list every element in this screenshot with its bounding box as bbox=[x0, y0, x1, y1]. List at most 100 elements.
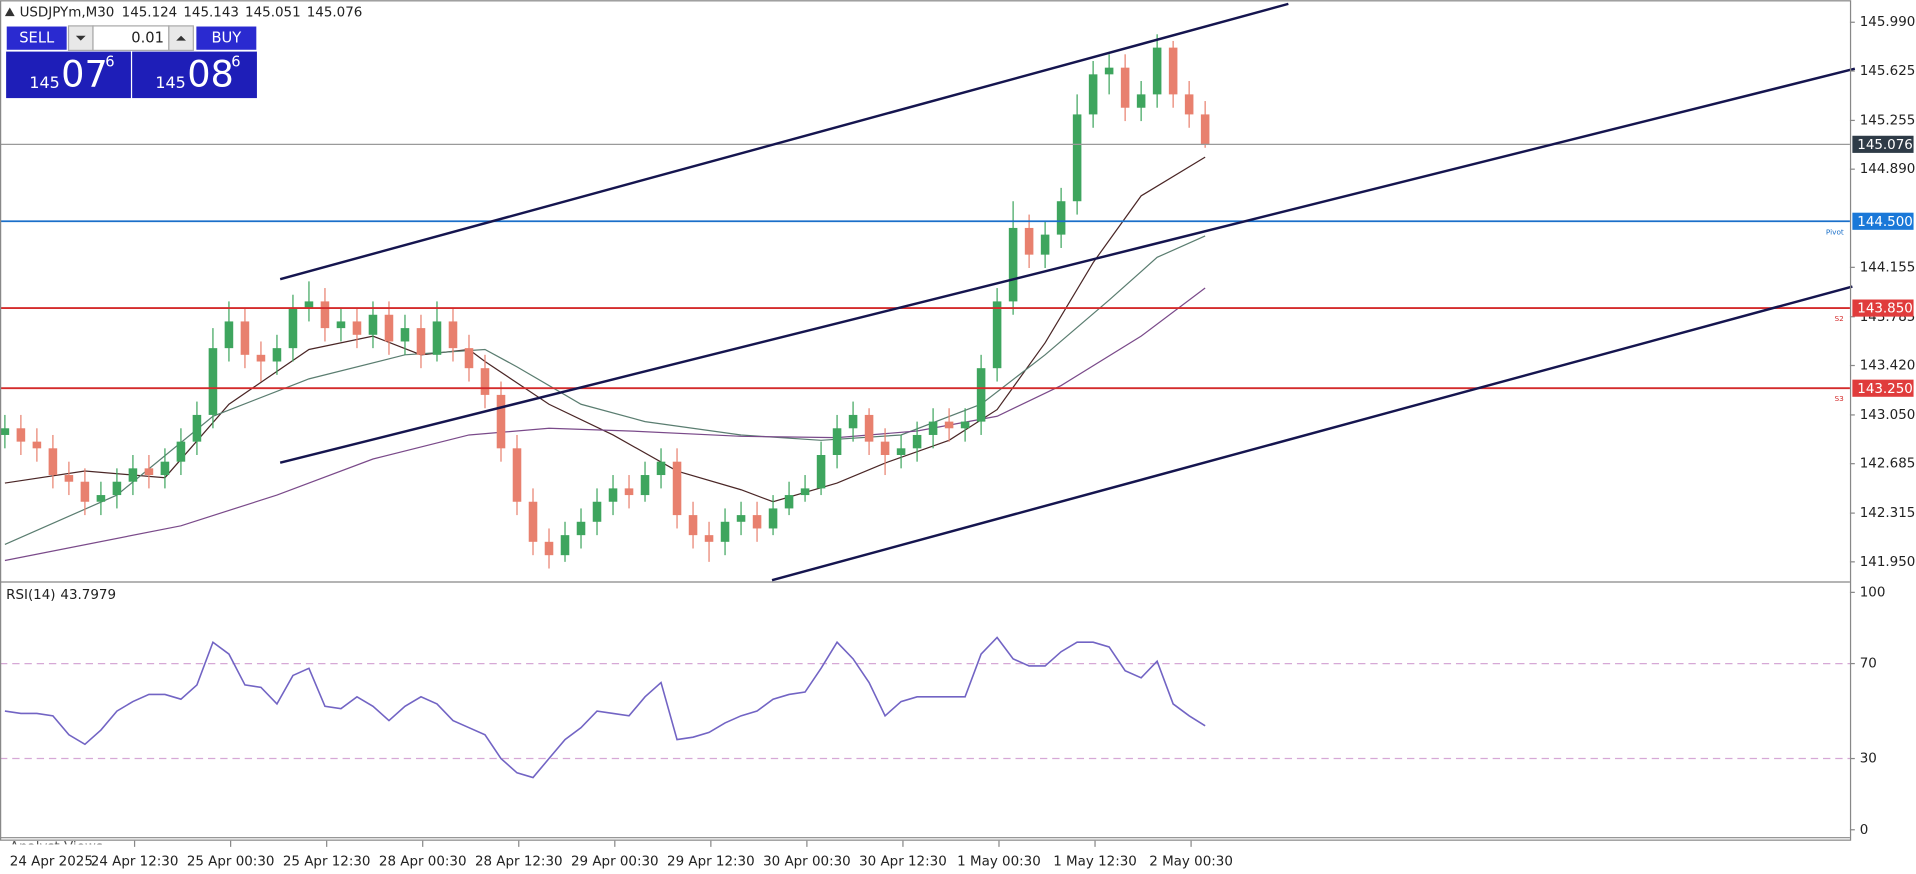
candle-body bbox=[944, 421, 954, 429]
candle-body bbox=[1136, 94, 1146, 108]
candle-body bbox=[416, 328, 426, 355]
candle-body bbox=[512, 448, 522, 502]
candle-body bbox=[80, 481, 90, 502]
x-tick-label: 28 Apr 00:30 bbox=[379, 855, 467, 870]
rsi-tick-label: 70 bbox=[1860, 657, 1877, 672]
candle-body bbox=[368, 314, 378, 335]
buy-button[interactable] bbox=[195, 25, 258, 51]
rsi-tick-label: 100 bbox=[1860, 585, 1886, 600]
rsi-tick-label: 0 bbox=[1860, 823, 1869, 838]
candle-body bbox=[128, 468, 138, 482]
buy-label[interactable]: BUY bbox=[211, 30, 241, 47]
candle-body bbox=[256, 354, 266, 362]
candle-body bbox=[1072, 114, 1082, 202]
y-tick-label: 142.685 bbox=[1860, 457, 1916, 472]
buy-price-box[interactable] bbox=[132, 51, 257, 99]
candle-body bbox=[304, 301, 314, 309]
candle-body bbox=[48, 448, 58, 476]
candle-body bbox=[432, 321, 442, 355]
x-tick-label: 29 Apr 12:30 bbox=[667, 855, 755, 870]
candle-body bbox=[720, 521, 730, 542]
price-level-box bbox=[1852, 135, 1914, 153]
axis-layer: 145.990145.625145.255144.890144.155143.7… bbox=[10, 15, 1916, 869]
moving-average bbox=[4, 235, 1206, 546]
candle-body bbox=[864, 414, 874, 442]
candle-body bbox=[272, 348, 282, 362]
candle-body bbox=[576, 521, 586, 536]
candle-body bbox=[672, 461, 682, 516]
candle-body bbox=[192, 414, 202, 442]
lot-value: 0.01 bbox=[131, 30, 164, 47]
y-tick-label: 144.155 bbox=[1860, 260, 1916, 275]
candle-body bbox=[976, 368, 986, 422]
candle-body bbox=[32, 441, 42, 449]
candle-body bbox=[464, 348, 474, 369]
price-level-label: 143.250 bbox=[1857, 382, 1913, 397]
y-tick-label: 145.255 bbox=[1860, 113, 1916, 128]
candle-body bbox=[832, 428, 842, 455]
buy-price-main: 08 bbox=[187, 53, 234, 96]
sell-price-box[interactable] bbox=[6, 51, 131, 99]
rsi-current: 43.7979 bbox=[60, 588, 116, 603]
channel-lines bbox=[279, 2, 1856, 582]
candle-body bbox=[912, 434, 922, 449]
x-tick-label: 30 Apr 00:30 bbox=[763, 855, 851, 870]
candle-body bbox=[480, 368, 490, 395]
channel-lower bbox=[771, 285, 1853, 582]
candle-body bbox=[816, 454, 826, 489]
x-tick-label: 25 Apr 12:30 bbox=[283, 855, 371, 870]
candle-body bbox=[1200, 114, 1210, 145]
candle-body bbox=[704, 535, 714, 542]
candle-body bbox=[336, 321, 346, 329]
open: 145.124 bbox=[122, 5, 178, 20]
close: 145.076 bbox=[307, 5, 363, 20]
x-tick-label: 25 Apr 00:30 bbox=[187, 855, 275, 870]
candle-body bbox=[384, 314, 394, 342]
candle-body bbox=[240, 321, 250, 355]
bottom-tab[interactable]: Analyst Views bbox=[10, 840, 103, 855]
candle-body bbox=[608, 488, 618, 502]
candle-body bbox=[320, 301, 330, 329]
candle-body bbox=[800, 488, 810, 496]
plot-border bbox=[0, 0, 1852, 841]
candle-body bbox=[96, 495, 106, 502]
price-level-box bbox=[1852, 212, 1914, 230]
x-tick-label: 24 Apr 2025 bbox=[10, 855, 93, 870]
symbol: USDJPYm,M30 bbox=[20, 5, 115, 20]
candle-body bbox=[880, 441, 890, 455]
y-tick-label: 145.990 bbox=[1860, 15, 1916, 30]
candle-body bbox=[160, 461, 170, 476]
channel-upper bbox=[279, 2, 1289, 281]
channel-middle bbox=[279, 67, 1856, 464]
x-tick-label: 28 Apr 12:30 bbox=[475, 855, 563, 870]
level-name: S2 bbox=[1834, 314, 1843, 323]
candle-body bbox=[16, 428, 26, 442]
lot-input[interactable] bbox=[92, 25, 170, 51]
candle-body bbox=[624, 488, 634, 496]
y-tick-label: 143.420 bbox=[1860, 359, 1916, 374]
candle-body bbox=[768, 508, 778, 529]
trade-panel: SELL 0.01 BUY 145 07 6 145 08 6 bbox=[5, 25, 258, 99]
candle-body bbox=[1120, 67, 1130, 108]
plot-layer: Pivot S2 S3 bbox=[0, 34, 1850, 779]
candle-body bbox=[656, 461, 666, 476]
up-arrow bbox=[176, 35, 186, 41]
x-tick-label: 1 May 12:30 bbox=[1053, 855, 1137, 870]
low: 145.051 bbox=[245, 5, 301, 20]
candle-body bbox=[496, 394, 506, 449]
candle-body bbox=[736, 515, 746, 522]
candle-body bbox=[448, 321, 458, 349]
collapse-icon[interactable] bbox=[4, 7, 15, 17]
candle-body bbox=[896, 448, 906, 455]
candle-body bbox=[1168, 47, 1178, 95]
sell-label[interactable]: SELL bbox=[19, 30, 55, 47]
sell-button[interactable] bbox=[5, 25, 68, 51]
candle-body bbox=[1184, 94, 1194, 115]
candle-body bbox=[0, 428, 10, 435]
candle-body bbox=[176, 441, 186, 462]
header: USDJPYm,M30 145.124 145.143 145.051 145.076 bbox=[4, 5, 363, 20]
buy-price-big: 145 bbox=[155, 73, 185, 92]
candle-body bbox=[1104, 67, 1114, 75]
candle-body bbox=[784, 495, 794, 509]
price-level-label: 144.500 bbox=[1857, 215, 1913, 230]
